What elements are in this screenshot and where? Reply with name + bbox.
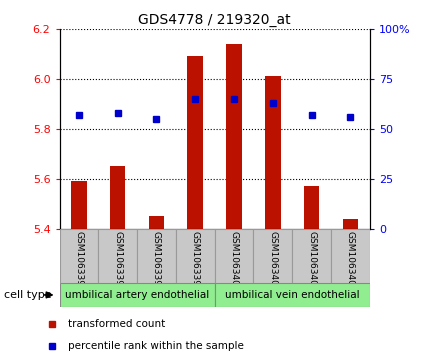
Text: transformed count: transformed count: [68, 319, 165, 329]
Bar: [98, 229, 137, 283]
Bar: [215, 283, 370, 307]
Bar: [292, 229, 331, 283]
Text: percentile rank within the sample: percentile rank within the sample: [68, 341, 244, 351]
Bar: [137, 229, 176, 283]
Bar: [149, 216, 164, 229]
Bar: [60, 283, 215, 307]
Bar: [226, 44, 242, 229]
Bar: [60, 229, 98, 283]
Bar: [110, 166, 125, 229]
Text: GSM1063399: GSM1063399: [191, 232, 200, 292]
Text: GSM1063398: GSM1063398: [152, 232, 161, 292]
Title: GDS4778 / 219320_at: GDS4778 / 219320_at: [138, 13, 291, 26]
Bar: [343, 219, 358, 229]
Bar: [253, 229, 292, 283]
Bar: [176, 229, 215, 283]
Text: GSM1063405: GSM1063405: [230, 232, 238, 292]
Bar: [265, 77, 280, 229]
Bar: [215, 229, 253, 283]
Text: GSM1063408: GSM1063408: [346, 232, 355, 292]
Text: umbilical vein endothelial: umbilical vein endothelial: [225, 290, 360, 300]
Text: GSM1063407: GSM1063407: [307, 232, 316, 292]
Bar: [71, 181, 87, 229]
Text: cell type: cell type: [4, 290, 52, 300]
Text: GSM1063406: GSM1063406: [268, 232, 277, 292]
Text: GSM1063397: GSM1063397: [113, 232, 122, 292]
Text: GSM1063396: GSM1063396: [74, 232, 83, 292]
Bar: [187, 57, 203, 229]
Bar: [331, 229, 370, 283]
Bar: [304, 186, 319, 229]
Text: umbilical artery endothelial: umbilical artery endothelial: [65, 290, 209, 300]
